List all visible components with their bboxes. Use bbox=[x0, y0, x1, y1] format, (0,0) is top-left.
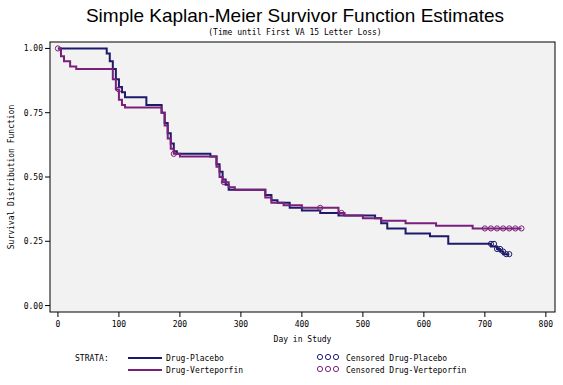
x-axis-label: Day in Study bbox=[274, 335, 332, 344]
x-tick-label: 800 bbox=[539, 320, 554, 329]
censored-point bbox=[507, 252, 512, 257]
legend-swatch bbox=[325, 354, 330, 359]
x-tick-label: 300 bbox=[234, 320, 249, 329]
y-tick bbox=[45, 48, 50, 49]
censored-point bbox=[519, 226, 524, 231]
legend-swatch bbox=[128, 369, 162, 371]
censored-point bbox=[507, 226, 512, 231]
x-tick-label: 600 bbox=[417, 320, 432, 329]
legend-swatch bbox=[317, 354, 322, 359]
legend-label: Drug-Verteporfin bbox=[166, 366, 243, 375]
x-tick bbox=[118, 312, 119, 317]
plot-data bbox=[55, 46, 524, 257]
x-tick bbox=[423, 312, 424, 317]
x-tick bbox=[484, 312, 485, 317]
x-tick bbox=[179, 312, 180, 317]
y-tick bbox=[45, 305, 50, 306]
legend-label: Drug-Placebo bbox=[166, 354, 224, 363]
legend-swatch bbox=[333, 354, 338, 359]
x-tick-label: 0 bbox=[56, 320, 61, 329]
y-tick-label: 0.50 bbox=[24, 173, 43, 182]
censored-point bbox=[513, 226, 518, 231]
y-tick-label: 0.75 bbox=[24, 109, 43, 118]
legend-title: STRATA: bbox=[75, 354, 109, 363]
x-tick-label: 500 bbox=[356, 320, 371, 329]
title: Simple Kaplan-Meier Survivor Function Es… bbox=[86, 5, 504, 26]
x-tick-label: 100 bbox=[112, 320, 127, 329]
y-tick-label: 0.00 bbox=[24, 302, 43, 311]
x-tick bbox=[301, 312, 302, 317]
censored-point bbox=[494, 226, 499, 231]
legend-label: Censored Drug-Verteporfin bbox=[346, 366, 467, 375]
legend-swatch bbox=[325, 366, 330, 371]
censored-point bbox=[318, 205, 323, 210]
chart: Simple Kaplan-Meier Survivor Function Es… bbox=[0, 0, 563, 385]
y-tick bbox=[45, 177, 50, 178]
censored-point bbox=[491, 241, 496, 246]
x-tick-label: 200 bbox=[173, 320, 188, 329]
censored-point bbox=[171, 151, 176, 156]
legend-label: Censored Drug-Placebo bbox=[346, 354, 447, 363]
x-tick-label: 400 bbox=[295, 320, 310, 329]
plot-frame bbox=[50, 42, 555, 312]
censored-point bbox=[482, 226, 487, 231]
censored-point bbox=[55, 46, 60, 51]
legend-swatch bbox=[317, 366, 322, 371]
censored-point bbox=[488, 226, 493, 231]
censored-point bbox=[501, 226, 506, 231]
legend-swatch bbox=[128, 357, 162, 359]
censored-point bbox=[116, 87, 121, 92]
y-tick bbox=[45, 112, 50, 113]
x-tick bbox=[240, 312, 241, 317]
censored-point bbox=[339, 210, 344, 215]
y-tick-label: 1.00 bbox=[24, 44, 43, 53]
x-tick bbox=[362, 312, 363, 317]
x-tick-label: 700 bbox=[478, 320, 493, 329]
survival-curve bbox=[58, 48, 522, 228]
y-tick bbox=[45, 241, 50, 242]
x-tick bbox=[57, 312, 58, 317]
y-axis-label: Survival Distribution Function bbox=[7, 105, 16, 250]
censored-point bbox=[221, 180, 226, 185]
x-tick bbox=[545, 312, 546, 317]
subtitle: (Time until First VA 15 Letter Loss) bbox=[208, 28, 381, 37]
y-tick-label: 0.25 bbox=[24, 237, 43, 246]
survival-curve bbox=[58, 48, 509, 254]
legend-swatch bbox=[333, 366, 338, 371]
